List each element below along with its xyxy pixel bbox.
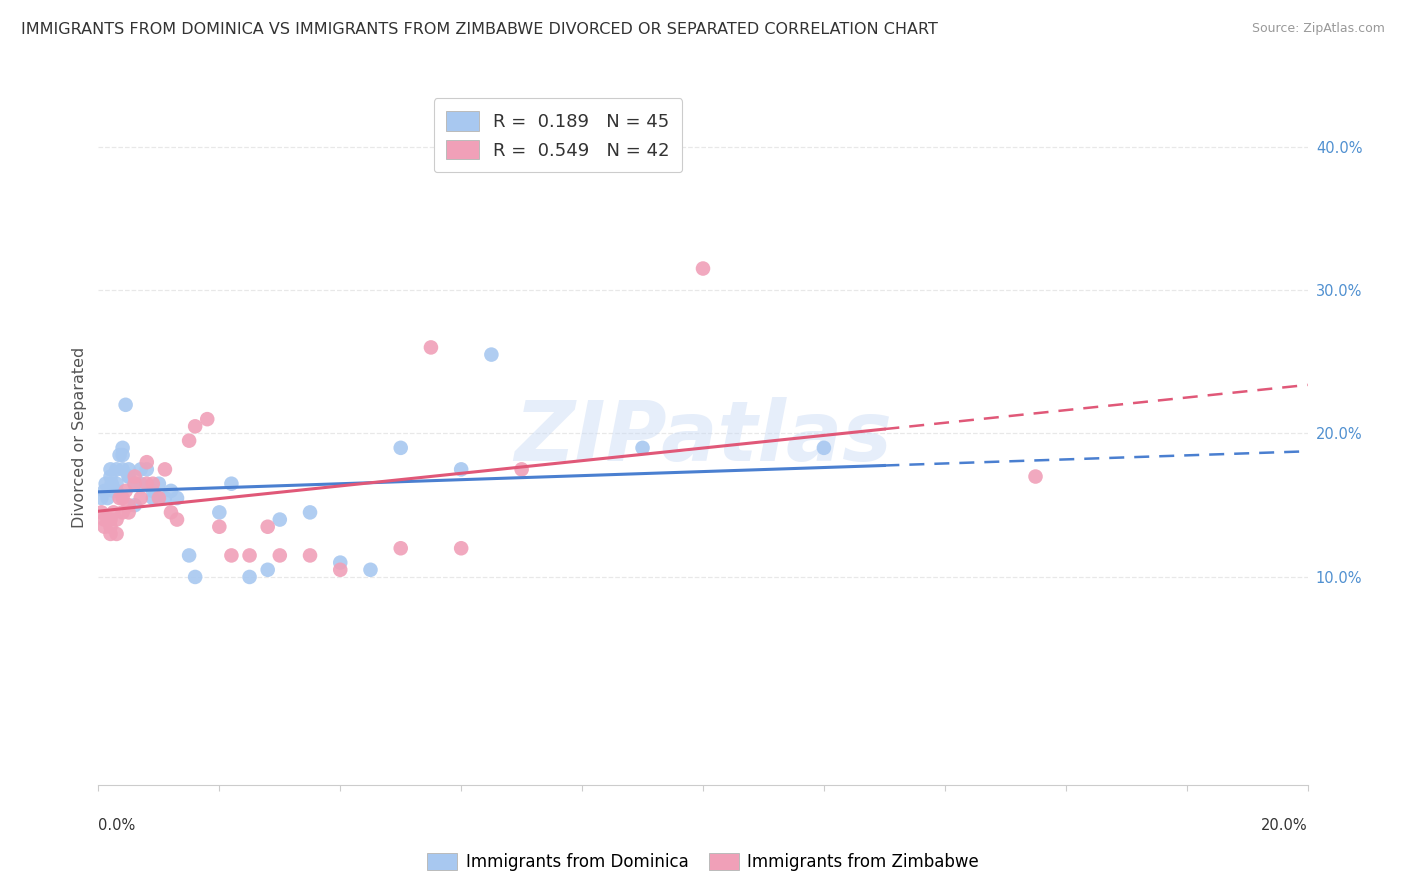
- Point: [239, 549, 262, 563]
- Point: [129, 491, 152, 505]
- Point: [269, 549, 291, 563]
- Point: [124, 476, 146, 491]
- Point: [299, 505, 322, 519]
- Point: [179, 434, 201, 448]
- Text: 20.0%: 20.0%: [1261, 818, 1308, 832]
- Point: [105, 476, 128, 491]
- Point: [118, 462, 141, 476]
- Point: [100, 520, 122, 534]
- Point: [1024, 469, 1046, 483]
- Point: [813, 441, 835, 455]
- Point: [90, 505, 112, 519]
- Point: [135, 476, 157, 491]
- Point: [269, 512, 291, 526]
- Point: [153, 491, 176, 505]
- Point: [256, 520, 278, 534]
- Point: [450, 462, 472, 476]
- Point: [111, 491, 134, 505]
- Point: [420, 340, 443, 354]
- Point: [142, 491, 165, 505]
- Point: [118, 469, 141, 483]
- Point: [166, 491, 188, 505]
- Point: [111, 441, 134, 455]
- Point: [111, 462, 134, 476]
- Point: [329, 556, 352, 570]
- Point: [103, 505, 125, 519]
- Point: [208, 520, 231, 534]
- Point: [148, 491, 170, 505]
- Point: [135, 462, 157, 476]
- Point: [103, 483, 125, 498]
- Point: [124, 498, 146, 512]
- Point: [93, 520, 115, 534]
- Point: [179, 549, 201, 563]
- Point: [160, 483, 183, 498]
- Point: [142, 476, 165, 491]
- Point: [360, 563, 382, 577]
- Text: IMMIGRANTS FROM DOMINICA VS IMMIGRANTS FROM ZIMBABWE DIVORCED OR SEPARATED CORRE: IMMIGRANTS FROM DOMINICA VS IMMIGRANTS F…: [21, 22, 938, 37]
- Point: [160, 505, 183, 519]
- Point: [108, 448, 131, 462]
- Legend: R =  0.189   N = 45, R =  0.549   N = 42: R = 0.189 N = 45, R = 0.549 N = 42: [433, 98, 682, 172]
- Point: [90, 491, 112, 505]
- Point: [184, 419, 207, 434]
- Point: [631, 441, 654, 455]
- Point: [108, 491, 131, 505]
- Point: [100, 462, 122, 476]
- Point: [100, 469, 122, 483]
- Point: [208, 505, 231, 519]
- Point: [184, 570, 207, 584]
- Point: [153, 462, 176, 476]
- Point: [114, 398, 136, 412]
- Point: [118, 498, 141, 512]
- Point: [135, 455, 157, 469]
- Point: [100, 512, 122, 526]
- Point: [93, 483, 115, 498]
- Point: [389, 441, 412, 455]
- Point: [100, 476, 122, 491]
- Point: [118, 505, 141, 519]
- Point: [148, 476, 170, 491]
- Point: [111, 448, 134, 462]
- Point: [221, 476, 243, 491]
- Point: [239, 570, 262, 584]
- Point: [142, 483, 165, 498]
- Point: [221, 549, 243, 563]
- Text: 0.0%: 0.0%: [98, 818, 135, 832]
- Point: [389, 541, 412, 556]
- Point: [114, 483, 136, 498]
- Point: [256, 563, 278, 577]
- Legend: Immigrants from Dominica, Immigrants from Zimbabwe: Immigrants from Dominica, Immigrants fro…: [419, 845, 987, 880]
- Point: [299, 549, 322, 563]
- Point: [129, 476, 152, 491]
- Point: [105, 483, 128, 498]
- Point: [94, 476, 117, 491]
- Point: [124, 469, 146, 483]
- Point: [692, 261, 714, 276]
- Point: [118, 469, 141, 483]
- Point: [105, 462, 128, 476]
- Point: [93, 512, 115, 526]
- Point: [329, 563, 352, 577]
- Point: [195, 412, 218, 426]
- Point: [105, 512, 128, 526]
- Point: [111, 505, 134, 519]
- Point: [450, 541, 472, 556]
- Y-axis label: Divorced or Separated: Divorced or Separated: [72, 346, 87, 528]
- Point: [166, 512, 188, 526]
- Point: [100, 527, 122, 541]
- Point: [105, 527, 128, 541]
- Point: [96, 512, 118, 526]
- Point: [96, 491, 118, 505]
- Point: [481, 348, 503, 362]
- Point: [129, 462, 152, 476]
- Text: Source: ZipAtlas.com: Source: ZipAtlas.com: [1251, 22, 1385, 36]
- Point: [124, 476, 146, 491]
- Point: [510, 462, 533, 476]
- Text: ZIPatlas: ZIPatlas: [515, 397, 891, 477]
